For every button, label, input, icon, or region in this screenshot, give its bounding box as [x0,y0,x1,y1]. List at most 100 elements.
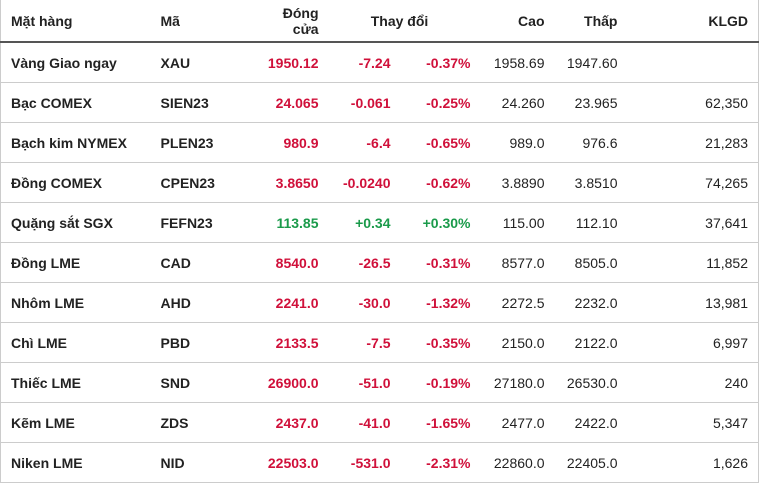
change: -6.4 [328,122,401,163]
commodity-name: Vàng Giao ngay [0,42,151,83]
close: 2133.5 [250,322,329,363]
volume: 6,997 [627,322,759,363]
code: CAD [150,242,251,283]
high: 2150.0 [480,322,555,363]
change: -7.5 [328,322,401,363]
header-cell: Đóng cửa [250,0,329,43]
change-pct: -0.37% [400,42,481,83]
header-cell: Mặt hàng [0,0,151,43]
commodity-name: Chì LME [0,322,151,363]
table-row: Đồng LME CAD 8540.0 -26.5 -0.31% 8577.0 8505.0… [0,242,759,283]
volume: 5,347 [627,402,759,443]
low: 976.6 [554,122,628,163]
close: 22503.0 [250,442,329,483]
close: 3.8650 [250,162,329,203]
change: -0.061 [328,82,401,123]
high: 2477.0 [480,402,555,443]
high: 1958.69 [480,42,555,83]
high: 24.260 [480,82,555,123]
volume: 74,265 [627,162,759,203]
commodity-name: Bạch kim NYMEX [0,122,151,163]
code: NID [150,442,251,483]
close: 2437.0 [250,402,329,443]
close: 8540.0 [250,242,329,283]
change: -51.0 [328,362,401,403]
close: 24.065 [250,82,329,123]
change-pct: -1.32% [400,282,481,323]
code: XAU [150,42,251,83]
high: 2272.5 [480,282,555,323]
table-body: Vàng Giao ngay XAU 1950.12 -7.24 -0.37% 1958.… [0,42,759,483]
table-row: Kẽm LME ZDS 2437.0 -41.0 -1.65% 2477.0 2422.0 5… [0,402,759,443]
change-pct: -0.19% [400,362,481,403]
header-cell: Mã [150,0,251,43]
volume: 1,626 [627,442,759,483]
table-row: Vàng Giao ngay XAU 1950.12 -7.24 -0.37% 1958.… [0,42,759,83]
table-row: Đồng COMEX CPEN23 3.8650 -0.0240 -0.62% 3.889… [0,162,759,203]
table-row: Thiếc LME SND 26900.0 -51.0 -0.19% 27180.0 265… [0,362,759,403]
header-cell: Thấp [554,0,628,43]
header-cell: KLGD [627,0,759,43]
code: SIEN23 [150,82,251,123]
code: CPEN23 [150,162,251,203]
change-pct: -0.25% [400,82,481,123]
close: 2241.0 [250,282,329,323]
high: 27180.0 [480,362,555,403]
code: AHD [150,282,251,323]
code: FEFN23 [150,202,251,243]
table-row: Chì LME PBD 2133.5 -7.5 -0.35% 2150.0 2122.0 6,… [0,322,759,363]
volume: 13,981 [627,282,759,323]
change-pct: -0.62% [400,162,481,203]
code: PBD [150,322,251,363]
low: 112.10 [554,202,628,243]
low: 22405.0 [554,442,628,483]
code: ZDS [150,402,251,443]
commodity-name: Nhôm LME [0,282,151,323]
commodity-name: Kẽm LME [0,402,151,443]
volume: 240 [627,362,759,403]
volume: 11,852 [627,242,759,283]
low: 1947.60 [554,42,628,83]
high: 3.8890 [480,162,555,203]
commodity-name: Niken LME [0,442,151,483]
table-row: Nhôm LME AHD 2241.0 -30.0 -1.32% 2272.5 2232.0… [0,282,759,323]
empty-cell [627,42,759,83]
low: 2422.0 [554,402,628,443]
commodity-name: Thiếc LME [0,362,151,403]
table-row: Bạch kim NYMEX PLEN23 980.9 -6.4 -0.65% 989.0… [0,122,759,163]
high: 8577.0 [480,242,555,283]
volume: 21,283 [627,122,759,163]
change: -26.5 [328,242,401,283]
table-row: Bạc COMEX SIEN23 24.065 -0.061 -0.25% 24.260 2… [0,82,759,123]
header-row: Mặt hàng Mã Đóng cửa Thay đổi Cao Thấp KLGD [0,0,759,43]
low: 26530.0 [554,362,628,403]
change-pct: -0.65% [400,122,481,163]
change-pct: -2.31% [400,442,481,483]
low: 2232.0 [554,282,628,323]
change: -531.0 [328,442,401,483]
commodity-name: Đồng COMEX [0,162,151,203]
change-pct: +0.30% [400,202,481,243]
change: -7.24 [328,42,401,83]
change: +0.34 [328,202,401,243]
change-pct: -0.35% [400,322,481,363]
high: 115.00 [480,202,555,243]
low: 3.8510 [554,162,628,203]
low: 8505.0 [554,242,628,283]
low: 2122.0 [554,322,628,363]
table-row: Niken LME NID 22503.0 -531.0 -2.31% 22860.0 22… [0,442,759,483]
volume: 37,641 [627,202,759,243]
commodity-name: Quặng sắt SGX [0,202,151,243]
change: -30.0 [328,282,401,323]
change-pct: -0.31% [400,242,481,283]
close: 1950.12 [250,42,329,83]
close: 980.9 [250,122,329,163]
commodity-name: Bạc COMEX [0,82,151,123]
header-cell: Cao [480,0,555,43]
volume: 62,350 [627,82,759,123]
change-pct: -1.65% [400,402,481,443]
high: 989.0 [480,122,555,163]
close: 113.85 [250,202,329,243]
